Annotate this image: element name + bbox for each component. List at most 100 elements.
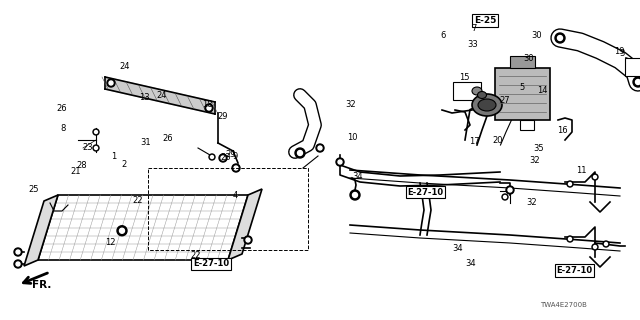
Text: 14: 14 (538, 86, 548, 95)
Circle shape (506, 186, 514, 194)
Text: 26: 26 (163, 134, 173, 143)
Circle shape (107, 79, 115, 87)
Circle shape (605, 243, 607, 245)
Ellipse shape (477, 92, 486, 99)
Text: 33: 33 (467, 40, 477, 49)
Text: 29: 29 (226, 150, 236, 159)
Circle shape (93, 145, 99, 151)
Circle shape (95, 131, 97, 133)
Text: 31: 31 (141, 138, 151, 147)
Circle shape (633, 77, 640, 87)
Circle shape (567, 181, 573, 187)
Text: 10: 10 (348, 133, 358, 142)
Circle shape (555, 33, 565, 43)
Circle shape (508, 188, 512, 192)
Circle shape (567, 236, 573, 242)
Polygon shape (24, 195, 58, 266)
Text: 25: 25 (28, 185, 38, 194)
Text: 30: 30 (531, 31, 541, 40)
Ellipse shape (472, 94, 502, 116)
Text: 11: 11 (576, 166, 586, 175)
Text: 17: 17 (469, 137, 479, 146)
Circle shape (592, 174, 598, 180)
Text: 28: 28 (76, 161, 86, 170)
Text: 34: 34 (352, 172, 362, 181)
Text: FR.: FR. (32, 280, 51, 290)
Text: E-27-10: E-27-10 (557, 266, 593, 275)
Circle shape (593, 245, 596, 249)
Circle shape (295, 148, 305, 158)
Circle shape (234, 166, 238, 170)
Text: 22: 22 (132, 196, 143, 204)
Circle shape (603, 241, 609, 247)
Circle shape (14, 260, 22, 268)
Bar (495, 68, 550, 120)
Bar (625, 58, 640, 76)
Polygon shape (228, 189, 262, 260)
Circle shape (246, 238, 250, 242)
Text: 29: 29 (218, 112, 228, 121)
Bar (510, 56, 535, 68)
Circle shape (211, 156, 214, 158)
Text: 6: 6 (441, 31, 446, 40)
Circle shape (14, 248, 22, 256)
Text: 4: 4 (233, 191, 238, 200)
Bar (453, 82, 481, 100)
Text: 18: 18 (202, 100, 212, 109)
Text: 8: 8 (60, 124, 65, 132)
Text: 20: 20 (493, 136, 503, 145)
Circle shape (120, 228, 125, 233)
Text: 27: 27 (499, 96, 509, 105)
Polygon shape (38, 195, 248, 260)
Text: 9: 9 (233, 152, 238, 161)
Circle shape (336, 158, 344, 166)
Circle shape (557, 36, 563, 41)
Polygon shape (105, 77, 215, 114)
Text: 23: 23 (83, 143, 93, 152)
Text: 34: 34 (452, 244, 463, 253)
Text: 16: 16 (557, 126, 567, 135)
Circle shape (16, 250, 20, 254)
Circle shape (232, 164, 240, 172)
Text: 32: 32 (529, 156, 540, 165)
Text: TWA4E2700B: TWA4E2700B (540, 302, 587, 308)
Circle shape (338, 160, 342, 164)
Circle shape (568, 182, 572, 186)
Circle shape (93, 129, 99, 135)
Circle shape (318, 146, 322, 150)
Circle shape (353, 193, 358, 197)
Circle shape (502, 194, 508, 200)
Circle shape (298, 150, 303, 156)
Circle shape (316, 144, 324, 152)
Circle shape (219, 154, 227, 162)
Circle shape (221, 156, 225, 160)
Circle shape (205, 104, 213, 112)
Circle shape (207, 106, 211, 110)
Circle shape (504, 196, 506, 198)
Text: 15: 15 (460, 73, 470, 82)
Circle shape (95, 147, 97, 149)
Text: 24: 24 (157, 91, 167, 100)
Text: 30: 30 (524, 54, 534, 63)
Text: 5: 5 (519, 83, 524, 92)
Text: 22: 22 (190, 252, 200, 260)
Circle shape (117, 226, 127, 236)
Text: 2: 2 (121, 160, 126, 169)
Ellipse shape (478, 99, 496, 111)
Text: 32: 32 (346, 100, 356, 109)
Text: 13: 13 (140, 93, 150, 102)
Text: 7: 7 (472, 24, 477, 33)
Text: 35: 35 (534, 144, 544, 153)
Bar (520, 120, 534, 130)
Text: E-25: E-25 (474, 16, 496, 25)
Circle shape (593, 175, 596, 179)
Text: E-27-10: E-27-10 (408, 188, 444, 196)
Text: 19: 19 (614, 47, 625, 56)
Text: 3: 3 (620, 49, 625, 58)
Circle shape (636, 79, 640, 84)
Circle shape (350, 190, 360, 200)
Circle shape (209, 154, 215, 160)
Text: 34: 34 (465, 259, 476, 268)
Circle shape (109, 81, 113, 85)
Text: 26: 26 (57, 104, 67, 113)
